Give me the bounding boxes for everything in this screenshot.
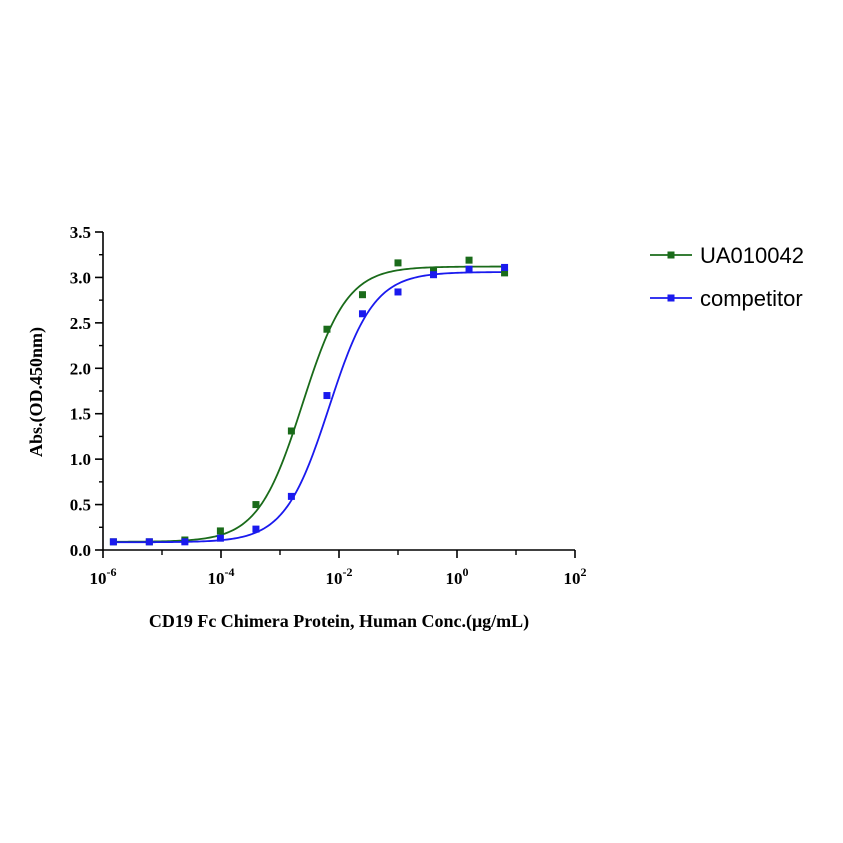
legend-marker-ua010042 xyxy=(667,251,675,259)
data-point-ua010042 xyxy=(430,266,438,274)
axes: 0.0 0.5 1.0 1.5 2.0 2.5 3.0 3.5 10-6 10-4 10-2 100 1… xyxy=(70,223,587,588)
data-points xyxy=(109,256,509,546)
data-point-ua010042 xyxy=(465,256,473,264)
legend-label-ua010042: UA010042 xyxy=(700,243,804,268)
data-point-competitor xyxy=(501,263,509,271)
data-point-competitor xyxy=(252,525,260,533)
x-axis-label: CD19 Fc Chimera Protein, Human Conc.(μg/… xyxy=(149,611,529,632)
y-tick-label: 2.0 xyxy=(70,359,91,378)
data-point-competitor xyxy=(216,534,224,542)
data-point-competitor xyxy=(109,538,117,546)
x-tick-label: 100 xyxy=(446,565,469,588)
legend: UA010042 competitor xyxy=(650,243,804,311)
y-tick-label: 3.5 xyxy=(70,223,91,242)
data-point-ua010042 xyxy=(394,259,402,267)
legend-label-competitor: competitor xyxy=(700,286,803,311)
data-point-ua010042 xyxy=(501,269,509,277)
data-point-competitor xyxy=(323,392,331,400)
data-point-competitor xyxy=(430,271,438,279)
y-tick-label: 0.5 xyxy=(70,496,91,515)
data-point-competitor xyxy=(465,265,473,273)
data-point-ua010042 xyxy=(252,501,260,509)
y-tick-label: 0.0 xyxy=(70,541,91,560)
legend-marker-competitor xyxy=(667,294,675,302)
fit-curve-competitor xyxy=(113,271,505,544)
data-point-ua010042 xyxy=(287,427,295,435)
x-tick-label: 10-4 xyxy=(208,565,235,588)
y-tick-label: 2.5 xyxy=(70,314,91,333)
x-tick-label: 102 xyxy=(564,565,587,588)
fit-curves xyxy=(113,265,505,544)
y-tick-label: 1.5 xyxy=(70,405,91,424)
data-point-ua010042 xyxy=(216,527,224,535)
data-point-competitor xyxy=(181,538,189,546)
data-point-competitor xyxy=(287,492,295,500)
data-point-competitor xyxy=(358,310,366,318)
y-tick-label: 1.0 xyxy=(70,450,91,469)
data-point-ua010042 xyxy=(323,325,331,333)
data-point-competitor xyxy=(394,288,402,296)
fit-curve-ua010042 xyxy=(113,265,505,543)
data-point-competitor xyxy=(145,538,153,546)
x-tick-label: 10-2 xyxy=(326,565,353,588)
y-axis-label: Abs.(OD.450nm) xyxy=(26,327,47,457)
x-tick-label: 10-6 xyxy=(90,565,117,588)
data-point-ua010042 xyxy=(358,291,366,299)
y-tick-label: 3.0 xyxy=(70,268,91,287)
